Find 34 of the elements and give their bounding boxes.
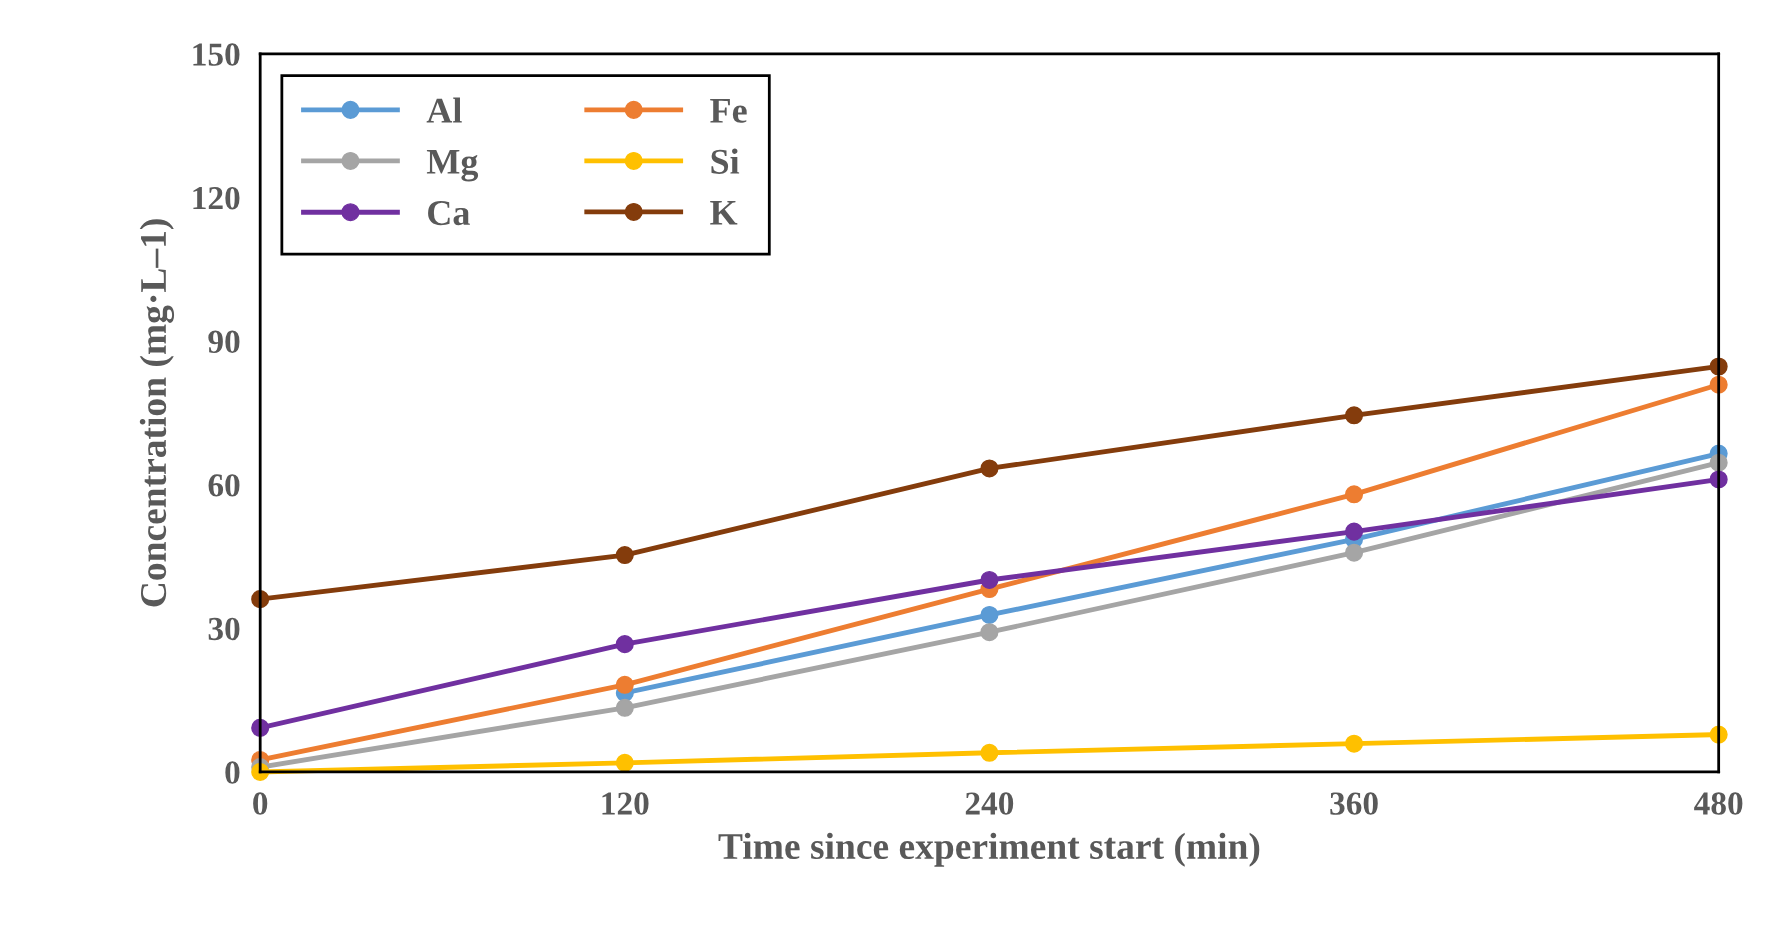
point bbox=[980, 743, 999, 762]
y-axis-title: Concentration (mg·L–1) bbox=[139, 219, 175, 607]
point bbox=[1345, 734, 1364, 753]
legend-label: Ca bbox=[428, 200, 470, 226]
legend-label: K bbox=[710, 200, 738, 225]
point bbox=[1345, 406, 1364, 425]
point bbox=[1345, 543, 1364, 562]
point bbox=[615, 635, 634, 654]
y-tick-label: 60 bbox=[208, 474, 240, 497]
x-tick-label: 480 bbox=[1694, 792, 1743, 815]
point bbox=[980, 605, 999, 624]
y-tick-label: 90 bbox=[208, 330, 240, 354]
point bbox=[615, 698, 634, 717]
y-tick-label: 30 bbox=[208, 617, 240, 641]
point bbox=[980, 623, 999, 642]
point bbox=[615, 675, 634, 694]
x-tick-label: 120 bbox=[602, 792, 649, 815]
legend-label: Mg bbox=[426, 149, 479, 182]
x-tick-label: 360 bbox=[1330, 792, 1378, 815]
y-tick-label: 150 bbox=[193, 43, 240, 66]
x-axis-title: Time since experiment start (min) bbox=[718, 832, 1260, 867]
point bbox=[980, 570, 999, 590]
point bbox=[1345, 485, 1364, 504]
point bbox=[615, 546, 634, 565]
legend-label: Al bbox=[426, 97, 462, 123]
y-tick-label: 0 bbox=[225, 761, 240, 784]
point bbox=[1345, 522, 1364, 541]
legend-label: Fe bbox=[710, 98, 747, 123]
point bbox=[615, 753, 634, 772]
x-tick-label: 240 bbox=[965, 792, 1014, 815]
legend-label: Si bbox=[711, 148, 740, 174]
point bbox=[980, 459, 999, 478]
y-tick-label: 120 bbox=[193, 186, 240, 210]
x-tick-label: 0 bbox=[253, 792, 268, 815]
